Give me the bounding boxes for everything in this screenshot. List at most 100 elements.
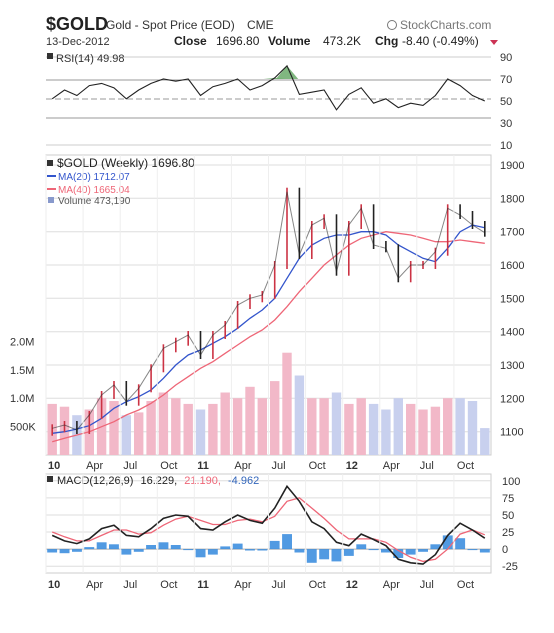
chg-value: -8.40 (-0.49%) — [402, 34, 479, 48]
volume-bar — [121, 415, 131, 455]
macd-histogram-bar — [84, 547, 95, 550]
volume-bar — [245, 386, 255, 455]
macd-histogram-bar — [405, 549, 416, 555]
rsi-legend-icon — [47, 53, 53, 59]
macd-legend-icon — [47, 476, 53, 482]
down-arrow-icon — [490, 40, 498, 45]
macd-histogram-bar — [393, 549, 404, 558]
price-tick-label: 1900 — [500, 160, 524, 172]
price-tick-label: 1100 — [500, 427, 524, 439]
x-tick-label: Jul — [123, 579, 137, 591]
volume-bar — [307, 398, 317, 455]
macd-histogram-bar — [356, 544, 367, 550]
x-tick-label: 12 — [346, 460, 358, 472]
histogram-value: -4.962 — [228, 475, 259, 487]
macd-histogram-bar — [170, 545, 181, 550]
macd-tick-label: 25 — [502, 527, 514, 539]
price-panel: 1900 1800 1700 1600 1500 1400 1300 1200 1100 2.0… — [10, 154, 524, 456]
macd-histogram-bar — [257, 549, 268, 551]
volume-bar — [282, 352, 292, 455]
copyright-icon — [387, 20, 397, 30]
macd-histogram-bar — [59, 549, 70, 554]
volume-bar — [232, 398, 243, 455]
macd-histogram-bar — [207, 549, 218, 555]
macd-histogram-bar — [479, 549, 490, 553]
macd-histogram-bar — [467, 549, 478, 551]
x-tick-label: Apr — [234, 579, 251, 591]
volume-legend-label: Volume 473,190 — [58, 196, 131, 207]
x-axis-upper: 10 Apr Jul Oct 11 Apr Jul Oct 12 Apr Jul Oct — [45, 155, 474, 472]
volume-bar — [257, 398, 267, 455]
symbol-title: $GOLD — [46, 14, 108, 34]
date-label: 13-Dec-2012 — [46, 36, 110, 48]
volume-tick-label: 1.0M — [10, 393, 34, 405]
x-tick-label: 12 — [346, 579, 358, 591]
volume-bar — [319, 398, 329, 455]
macd-histogram-bar — [133, 549, 144, 552]
volume-bar — [455, 398, 465, 455]
macd-histogram-bar — [381, 549, 391, 553]
macd-tick-label: 100 — [502, 476, 520, 488]
signal-value: 21.190, — [184, 475, 221, 487]
macd-tick-label: 50 — [502, 510, 514, 522]
macd-histogram-bar — [368, 549, 379, 551]
volume-bar — [109, 401, 119, 455]
volume-tick-label: 2.0M — [10, 336, 34, 348]
x-tick-label: Jul — [420, 460, 434, 472]
price-legend-label: $GOLD (Weekly) 1696.80 — [57, 156, 195, 170]
macd-histogram-bar — [109, 544, 119, 550]
ma20-legend-label: MA(20) 1712.07 — [58, 172, 130, 183]
macd-histogram-bar — [442, 535, 453, 550]
volume-bar — [368, 403, 379, 455]
price-legend: $GOLD (Weekly) 1696.80 MA(20) 1712.07 MA… — [47, 156, 195, 207]
price-tick-label: 1600 — [500, 260, 524, 272]
x-axis-lower: 10 Apr Jul Oct 11 Apr Jul Oct 12 Apr Jul Oct — [45, 474, 474, 591]
macd-histogram-bar — [269, 540, 280, 550]
volume-bar — [220, 392, 230, 455]
price-legend-icon — [47, 160, 53, 166]
price-tick-label: 1500 — [500, 293, 524, 305]
volume-label: Volume — [268, 34, 311, 48]
macd-histogram-bar — [195, 549, 206, 558]
macd-histogram-bar — [146, 545, 156, 550]
volume-bar — [356, 398, 366, 455]
macd-histogram-bar — [47, 549, 58, 553]
x-tick-label: Oct — [457, 460, 474, 472]
volume-bar — [406, 403, 416, 455]
macd-histogram-bar — [183, 549, 194, 551]
rsi-line — [51, 64, 486, 111]
volume-bar — [443, 398, 453, 455]
macd-histogram-bar — [319, 549, 330, 560]
x-tick-label: Apr — [234, 460, 251, 472]
instrument-name: Gold - Spot Price (EOD) — [106, 18, 235, 32]
volume-bar — [294, 375, 305, 455]
chg-label: Chg — [375, 34, 398, 48]
volume-bar — [467, 401, 478, 455]
macd-histogram-bar — [418, 549, 428, 552]
rsi-overbought-fill — [275, 65, 299, 79]
price-tick-label: 1700 — [500, 227, 524, 239]
macd-label-prefix: MACD(12,26,9) — [57, 475, 133, 487]
volume-bar — [270, 381, 280, 455]
macd-histogram-bar — [72, 549, 82, 552]
macd-tick-label: 75 — [502, 493, 514, 505]
x-tick-label: Apr — [383, 460, 400, 472]
exchange-label: CME — [247, 18, 274, 32]
volume-value: 473.2K — [323, 34, 361, 48]
x-tick-label: Jul — [272, 460, 286, 472]
volume-bar — [134, 412, 144, 455]
volume-bar — [418, 409, 428, 455]
x-tick-label: Oct — [457, 579, 474, 591]
x-tick-label: 10 — [48, 460, 60, 472]
x-tick-label: Apr — [86, 579, 103, 591]
price-tick-label: 1200 — [500, 393, 524, 405]
volume-tick-label: 1.5M — [10, 365, 34, 377]
x-tick-label: Jul — [272, 579, 286, 591]
x-tick-label: Oct — [160, 579, 177, 591]
volume-bar — [195, 409, 206, 455]
rsi-tick-label: 30 — [500, 118, 512, 130]
macd-histogram-bar — [96, 542, 107, 550]
x-tick-label: Jul — [123, 460, 137, 472]
brand-label: StockCharts.com — [400, 18, 491, 32]
